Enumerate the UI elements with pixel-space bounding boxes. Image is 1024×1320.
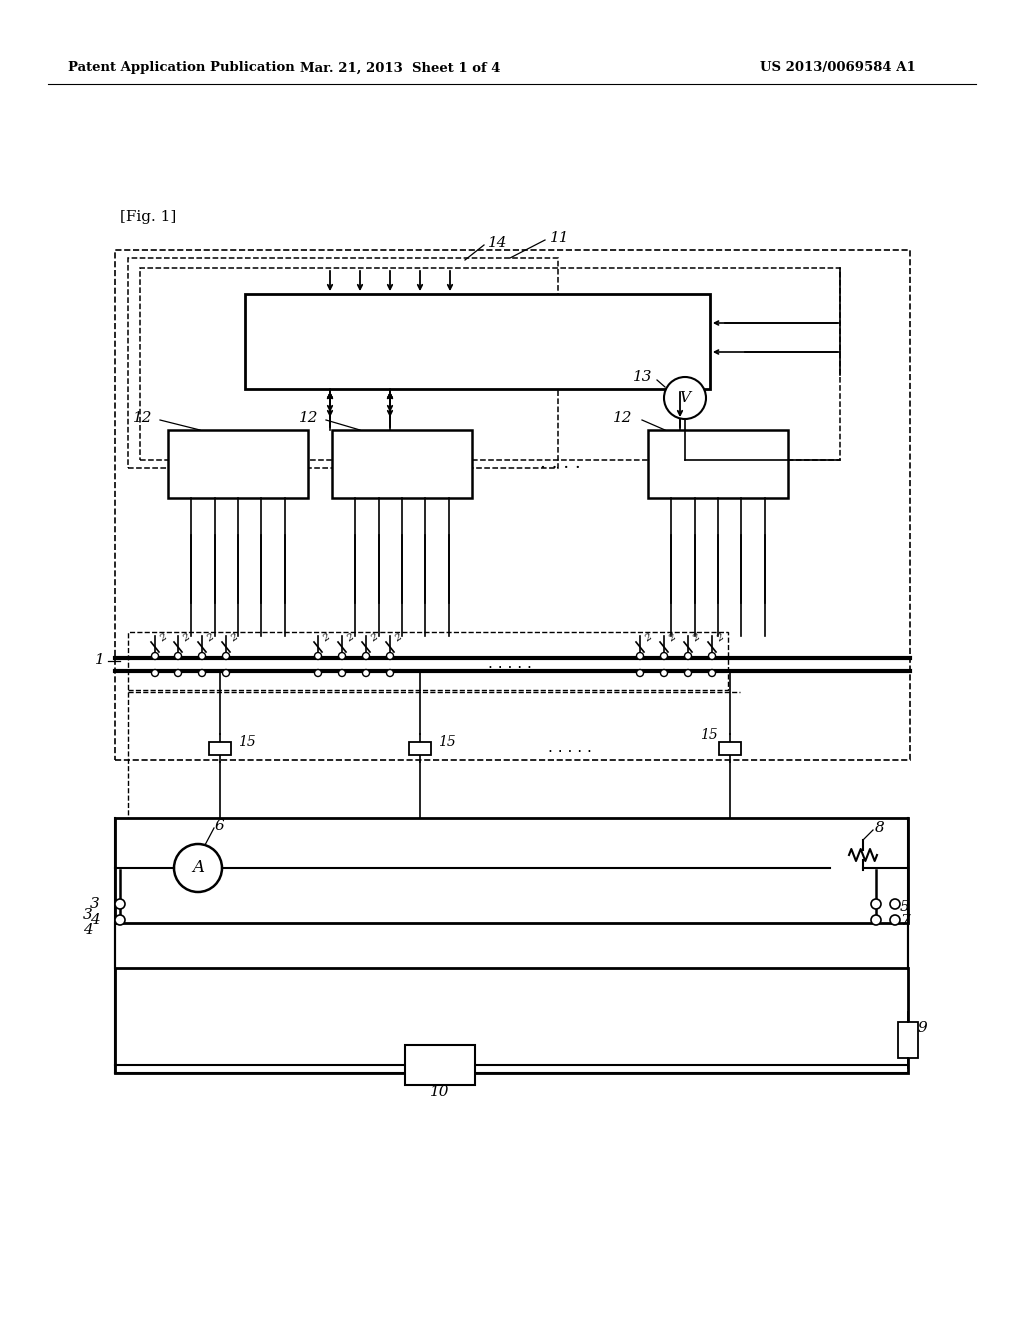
Circle shape: [362, 652, 370, 660]
Text: 2: 2: [643, 632, 653, 643]
Text: 12: 12: [612, 411, 632, 425]
Circle shape: [386, 669, 393, 676]
Circle shape: [152, 669, 159, 676]
Text: US 2013/0069584 A1: US 2013/0069584 A1: [760, 62, 915, 74]
Circle shape: [664, 378, 706, 418]
Circle shape: [684, 669, 691, 676]
Text: 2: 2: [229, 632, 240, 643]
Text: 12: 12: [299, 411, 318, 425]
Text: 15: 15: [238, 735, 256, 748]
Text: 5: 5: [900, 900, 909, 913]
Circle shape: [709, 652, 716, 660]
Circle shape: [152, 652, 159, 660]
Text: 9: 9: [918, 1020, 928, 1035]
Bar: [209, 742, 231, 755]
Bar: [115, 249, 910, 760]
Circle shape: [339, 652, 345, 660]
Circle shape: [637, 652, 643, 660]
Text: V: V: [680, 391, 690, 405]
Circle shape: [871, 915, 881, 925]
Circle shape: [199, 669, 206, 676]
Bar: [140, 268, 840, 459]
Text: 4: 4: [90, 913, 100, 927]
Circle shape: [890, 899, 900, 909]
Text: 1: 1: [95, 653, 105, 667]
Bar: [719, 742, 741, 755]
Bar: [409, 742, 431, 755]
Circle shape: [362, 669, 370, 676]
Circle shape: [871, 899, 881, 909]
Text: 3: 3: [83, 908, 93, 921]
Circle shape: [339, 669, 345, 676]
Text: 11: 11: [550, 231, 569, 246]
Circle shape: [174, 669, 181, 676]
Text: 3: 3: [90, 898, 100, 911]
Bar: [648, 430, 788, 498]
Text: 2: 2: [321, 632, 332, 643]
Text: . . . .: . . . .: [540, 454, 581, 473]
Bar: [406, 1045, 475, 1085]
Text: 6: 6: [215, 818, 224, 833]
Bar: [898, 1022, 918, 1059]
Circle shape: [637, 669, 643, 676]
Bar: [332, 430, 472, 498]
Text: 4: 4: [83, 923, 93, 937]
Text: 8: 8: [874, 821, 885, 836]
Text: 2: 2: [158, 632, 169, 643]
Text: 10: 10: [430, 1085, 450, 1100]
Text: . . . . .: . . . . .: [488, 656, 531, 672]
Circle shape: [222, 652, 229, 660]
Text: A: A: [193, 859, 204, 876]
Text: 2: 2: [345, 632, 355, 643]
Text: 14: 14: [488, 236, 508, 249]
Circle shape: [314, 669, 322, 676]
Bar: [115, 818, 908, 923]
Bar: [115, 968, 908, 1073]
Circle shape: [890, 915, 900, 925]
Text: 15: 15: [700, 729, 718, 742]
Circle shape: [174, 843, 222, 892]
Bar: [245, 294, 710, 389]
Circle shape: [660, 652, 668, 660]
Text: 7: 7: [900, 913, 909, 928]
Text: 15: 15: [438, 735, 456, 748]
Text: [Fig. 1]: [Fig. 1]: [120, 210, 176, 224]
Circle shape: [222, 669, 229, 676]
Bar: [128, 632, 728, 690]
Circle shape: [386, 652, 393, 660]
Text: 2: 2: [181, 632, 191, 643]
Text: 2: 2: [667, 632, 678, 643]
Text: 2: 2: [691, 632, 701, 643]
Bar: [128, 257, 558, 469]
Text: 2: 2: [369, 632, 380, 643]
Circle shape: [174, 652, 181, 660]
Text: 12: 12: [132, 411, 152, 425]
Circle shape: [314, 652, 322, 660]
Text: Patent Application Publication: Patent Application Publication: [68, 62, 295, 74]
Text: 2: 2: [715, 632, 726, 643]
Text: Mar. 21, 2013  Sheet 1 of 4: Mar. 21, 2013 Sheet 1 of 4: [300, 62, 501, 74]
Circle shape: [709, 669, 716, 676]
Bar: [168, 430, 308, 498]
Circle shape: [199, 652, 206, 660]
Circle shape: [115, 899, 125, 909]
Circle shape: [684, 652, 691, 660]
Text: 13: 13: [633, 370, 652, 384]
Text: 2: 2: [205, 632, 216, 643]
Text: . . . . .: . . . . .: [548, 741, 592, 755]
Circle shape: [660, 669, 668, 676]
Circle shape: [115, 915, 125, 925]
Text: 2: 2: [393, 632, 403, 643]
